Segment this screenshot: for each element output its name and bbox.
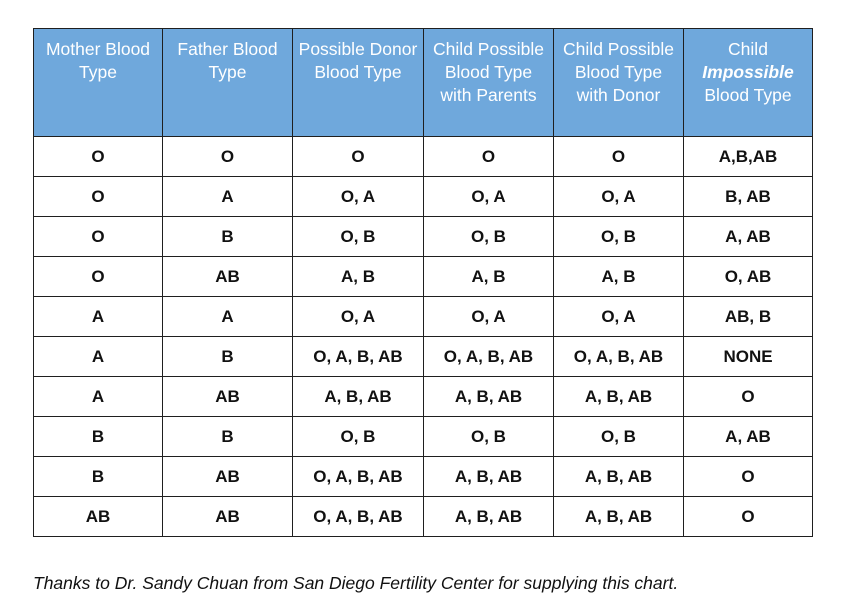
child-with-donor-cell: O, A xyxy=(553,296,684,337)
credit-caption: Thanks to Dr. Sandy Chuan from San Diego… xyxy=(33,573,679,593)
child-impossible-cell: A,B,AB xyxy=(683,136,813,177)
table-row: A AB A, B, AB A, B, AB A, B, AB O xyxy=(33,376,813,417)
child-impossible-cell: A, AB xyxy=(683,416,813,457)
child-with-donor-cell: A, B, AB xyxy=(553,496,684,537)
header-mother-blood-type: Mother Blood Type xyxy=(33,28,163,137)
child-impossible-cell: O xyxy=(683,456,813,497)
father-type-cell: B xyxy=(162,336,293,377)
child-with-parents-cell: O, A, B, AB xyxy=(423,336,554,377)
father-type-cell: AB xyxy=(162,376,293,417)
child-impossible-cell: AB, B xyxy=(683,296,813,337)
father-type-cell: A xyxy=(162,176,293,217)
father-type-cell: AB xyxy=(162,496,293,537)
father-type-cell: AB xyxy=(162,256,293,297)
father-type-cell: O xyxy=(162,136,293,177)
table-row: AB AB O, A, B, AB A, B, AB A, B, AB O xyxy=(33,496,813,537)
child-with-donor-cell: O xyxy=(553,136,684,177)
blood-type-table: Mother Blood Type Father Blood Type Poss… xyxy=(33,28,813,537)
header-child-possible-with-donor: Child Possible Blood Type with Donor xyxy=(553,28,684,137)
table-row: B AB O, A, B, AB A, B, AB A, B, AB O xyxy=(33,456,813,497)
table-row: O B O, B O, B O, B A, AB xyxy=(33,216,813,257)
mother-type-cell: A xyxy=(33,376,163,417)
donor-type-cell: O, A xyxy=(292,296,424,337)
child-with-donor-cell: O, B xyxy=(553,416,684,457)
mother-type-cell: B xyxy=(33,456,163,497)
child-with-parents-cell: O, A xyxy=(423,296,554,337)
child-with-donor-cell: O, A xyxy=(553,176,684,217)
mother-type-cell: O xyxy=(33,256,163,297)
child-with-donor-cell: A, B xyxy=(553,256,684,297)
table-row: B B O, B O, B O, B A, AB xyxy=(33,416,813,457)
header-blood-type-label: Blood Type xyxy=(704,85,792,105)
donor-type-cell: O, A, B, AB xyxy=(292,336,424,377)
table-header: Mother Blood Type Father Blood Type Poss… xyxy=(33,28,813,137)
child-with-parents-cell: O, B xyxy=(423,416,554,457)
header-row: Mother Blood Type Father Blood Type Poss… xyxy=(33,28,813,137)
mother-type-cell: A xyxy=(33,296,163,337)
child-with-parents-cell: O, B xyxy=(423,216,554,257)
mother-type-cell: O xyxy=(33,176,163,217)
child-with-parents-cell: A, B xyxy=(423,256,554,297)
donor-type-cell: O, A, B, AB xyxy=(292,496,424,537)
father-type-cell: A xyxy=(162,296,293,337)
table-row: O AB A, B A, B A, B O, AB xyxy=(33,256,813,297)
child-with-donor-cell: O, B xyxy=(553,216,684,257)
child-impossible-cell: O xyxy=(683,376,813,417)
child-with-parents-cell: A, B, AB xyxy=(423,376,554,417)
header-father-blood-type: Father Blood Type xyxy=(162,28,293,137)
donor-type-cell: O xyxy=(292,136,424,177)
father-type-cell: B xyxy=(162,216,293,257)
mother-type-cell: O xyxy=(33,216,163,257)
father-type-cell: B xyxy=(162,416,293,457)
child-impossible-cell: O xyxy=(683,496,813,537)
header-child-impossible-blood-type: Child Impossible Blood Type xyxy=(683,28,813,137)
header-child-possible-with-parents: Child Possible Blood Type with Parents xyxy=(423,28,554,137)
donor-type-cell: O, A xyxy=(292,176,424,217)
mother-type-cell: O xyxy=(33,136,163,177)
child-with-parents-cell: A, B, AB xyxy=(423,456,554,497)
donor-type-cell: O, B xyxy=(292,416,424,457)
child-impossible-cell: A, AB xyxy=(683,216,813,257)
mother-type-cell: A xyxy=(33,336,163,377)
blood-type-table-container: Mother Blood Type Father Blood Type Poss… xyxy=(33,28,813,537)
header-possible-donor-blood-type: Possible Donor Blood Type xyxy=(292,28,424,137)
child-impossible-cell: B, AB xyxy=(683,176,813,217)
child-with-parents-cell: O xyxy=(423,136,554,177)
header-impossible-label: Impossible xyxy=(702,62,794,82)
child-with-parents-cell: A, B, AB xyxy=(423,496,554,537)
table-body: O O O O O A,B,AB O A O, A O, A O, A B, AB O B O, B O, B… xyxy=(33,136,813,537)
mother-type-cell: B xyxy=(33,416,163,457)
child-with-donor-cell: O, A, B, AB xyxy=(553,336,684,377)
child-impossible-cell: NONE xyxy=(683,336,813,377)
child-with-donor-cell: A, B, AB xyxy=(553,456,684,497)
mother-type-cell: AB xyxy=(33,496,163,537)
donor-type-cell: A, B xyxy=(292,256,424,297)
table-row: O A O, A O, A O, A B, AB xyxy=(33,176,813,217)
donor-type-cell: A, B, AB xyxy=(292,376,424,417)
father-type-cell: AB xyxy=(162,456,293,497)
donor-type-cell: O, A, B, AB xyxy=(292,456,424,497)
table-row: O O O O O A,B,AB xyxy=(33,136,813,177)
child-with-donor-cell: A, B, AB xyxy=(553,376,684,417)
table-row: A A O, A O, A O, A AB, B xyxy=(33,296,813,337)
child-with-parents-cell: O, A xyxy=(423,176,554,217)
donor-type-cell: O, B xyxy=(292,216,424,257)
table-row: A B O, A, B, AB O, A, B, AB O, A, B, AB NONE xyxy=(33,336,813,377)
child-impossible-cell: O, AB xyxy=(683,256,813,297)
header-child-label: Child xyxy=(728,39,768,59)
